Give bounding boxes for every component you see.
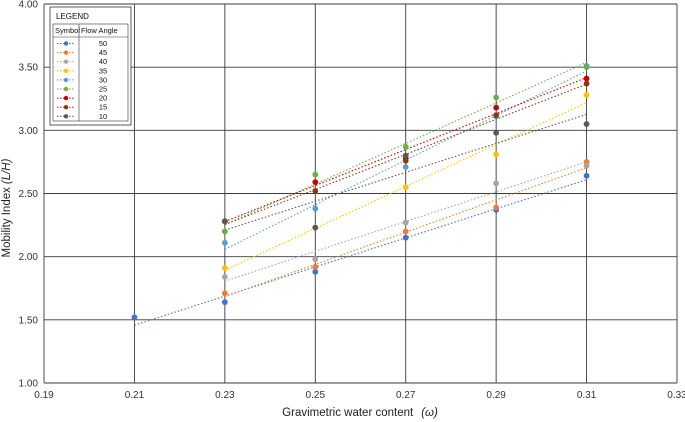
- legend-marker-15: [63, 105, 69, 110]
- legend-marker-30: [63, 77, 69, 83]
- trendline-50: [134, 179, 587, 326]
- trendline-45: [224, 167, 587, 298]
- x-tick-label: 0.19: [34, 390, 54, 401]
- legend: LEGEND Symbol Flow Angle 504540353025201…: [49, 6, 132, 126]
- legend-header-flow-angle: Flow Angle: [81, 26, 118, 35]
- legend-label-20: 20: [99, 94, 107, 103]
- legend-table-frame: [52, 23, 129, 122]
- data-point-40: [583, 162, 590, 169]
- x-tick-label: 0.31: [577, 390, 597, 401]
- legend-marker-45: [63, 50, 69, 55]
- data-point-50: [583, 172, 590, 179]
- data-point-40: [312, 256, 319, 263]
- data-point-15: [493, 112, 500, 119]
- y-axis-title-text: Mobility Index: [1, 187, 13, 258]
- data-point-40: [221, 273, 228, 280]
- data-point-40: [493, 180, 500, 187]
- y-tick-label: 3.50: [19, 63, 39, 74]
- x-tick-label: 0.21: [125, 390, 145, 401]
- y-tick-label: 4.00: [19, 0, 39, 11]
- data-point-35: [221, 265, 228, 271]
- data-point-45: [312, 263, 319, 270]
- data-point-45: [402, 228, 409, 235]
- legend-marker-20: [63, 95, 69, 101]
- data-point-50: [221, 299, 228, 306]
- legend-label-35: 35: [99, 66, 107, 75]
- legend-label-15: 15: [99, 103, 107, 112]
- legend-label-50: 50: [99, 39, 107, 48]
- data-point-20: [312, 179, 319, 186]
- data-point-25: [221, 228, 228, 235]
- x-axis-title: Gravimetric water content (ω): [282, 407, 438, 419]
- data-point-35: [583, 92, 590, 98]
- data-point-45: [493, 204, 500, 211]
- legend-label-40: 40: [99, 57, 107, 66]
- data-point-30: [221, 239, 228, 246]
- data-point-25: [583, 64, 590, 71]
- legend-title: LEGEND: [56, 12, 89, 21]
- legend-header-symbol: Symbol: [55, 26, 80, 35]
- data-point-15: [312, 188, 319, 194]
- legend-marker-25: [63, 86, 69, 92]
- data-point-10: [493, 129, 500, 136]
- legend-frame: [49, 6, 132, 126]
- legend-label-30: 30: [99, 75, 107, 84]
- data-point-25: [312, 171, 319, 178]
- data-point-30: [402, 164, 409, 170]
- y-axis-title: Mobility Index (L/H): [1, 158, 13, 257]
- data-point-10: [583, 121, 590, 127]
- data-point-10: [402, 152, 409, 159]
- y-tick-label: 2.50: [19, 189, 39, 200]
- legend-label-10: 10: [99, 112, 107, 121]
- data-point-45: [221, 290, 228, 297]
- data-point-50: [402, 234, 409, 241]
- y-tick-label: 2.00: [19, 252, 39, 263]
- data-point-25: [402, 143, 409, 150]
- data-point-40: [402, 219, 409, 226]
- legend-marker-50: [63, 41, 69, 46]
- legend-marker-35: [63, 68, 69, 74]
- x-axis-title-text: Gravimetric water content: [282, 407, 414, 419]
- data-point-20: [583, 75, 590, 82]
- data-point-25: [493, 94, 500, 101]
- legend-label-45: 45: [99, 48, 107, 57]
- data-point-30: [312, 205, 319, 212]
- legend-marker-10: [63, 114, 69, 119]
- y-tick-label: 1.50: [19, 315, 39, 326]
- data-point-35: [493, 151, 500, 158]
- y-axis-title-symbol: (L/H): [1, 158, 13, 184]
- data-point-35: [402, 184, 409, 191]
- data-point-50: [312, 268, 319, 275]
- x-tick-label: 0.29: [486, 390, 506, 401]
- trendline-10: [224, 113, 587, 231]
- grid: [43, 3, 678, 384]
- trendline-15: [224, 83, 587, 226]
- x-tick-label: 0.23: [215, 390, 235, 401]
- y-tick-label: 3.00: [19, 126, 39, 137]
- x-axis-title-symbol: (ω): [421, 407, 438, 419]
- data-points: [131, 63, 590, 321]
- x-tick-label: 0.27: [396, 390, 416, 401]
- x-tick-label: 0.25: [306, 390, 326, 401]
- y-tick-label: 1.00: [19, 379, 39, 390]
- trendline-30: [224, 70, 587, 250]
- data-point-10: [221, 218, 228, 225]
- data-point-15: [402, 157, 409, 164]
- data-point-10: [312, 224, 319, 231]
- data-point-15: [583, 80, 590, 87]
- trendline-25: [224, 61, 587, 226]
- x-tick-label: 0.33: [667, 390, 685, 401]
- data-point-50: [131, 314, 138, 321]
- legend-label-25: 25: [99, 85, 107, 94]
- x-tick-labels: 0.19 0.21 0.23 0.25 0.27 0.29 0.31 0.33: [34, 390, 685, 401]
- data-point-20: [493, 104, 500, 111]
- y-tick-labels: 1.00 1.50 2.00 2.50 3.00 3.50 4.00: [19, 0, 39, 390]
- legend-marker-40: [63, 59, 69, 64]
